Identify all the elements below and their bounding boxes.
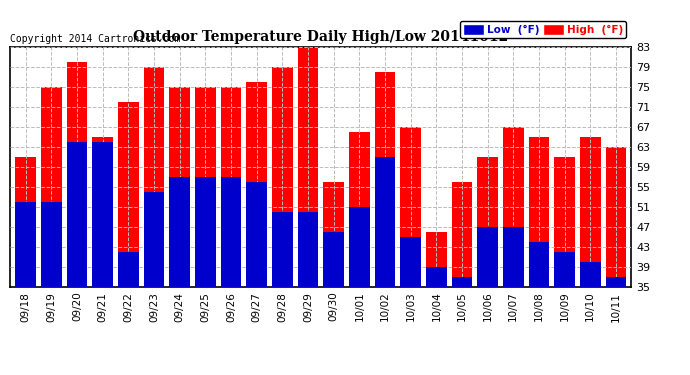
- Bar: [606, 147, 627, 375]
- Bar: [67, 142, 88, 375]
- Bar: [580, 262, 600, 375]
- Bar: [221, 87, 242, 375]
- Bar: [529, 137, 549, 375]
- Bar: [503, 127, 524, 375]
- Bar: [298, 42, 318, 375]
- Legend: Low  (°F), High  (°F): Low (°F), High (°F): [460, 21, 626, 38]
- Bar: [503, 227, 524, 375]
- Bar: [246, 82, 267, 375]
- Bar: [118, 102, 139, 375]
- Bar: [452, 277, 472, 375]
- Bar: [118, 252, 139, 375]
- Bar: [375, 72, 395, 375]
- Bar: [272, 67, 293, 375]
- Bar: [246, 182, 267, 375]
- Bar: [349, 132, 370, 375]
- Bar: [144, 192, 164, 375]
- Bar: [606, 277, 627, 375]
- Bar: [41, 87, 61, 375]
- Text: Copyright 2014 Cartronics.com: Copyright 2014 Cartronics.com: [10, 34, 181, 45]
- Bar: [41, 202, 61, 375]
- Bar: [554, 252, 575, 375]
- Title: Outdoor Temperature Daily High/Low 20141012: Outdoor Temperature Daily High/Low 20141…: [133, 30, 509, 44]
- Bar: [452, 182, 472, 375]
- Bar: [144, 67, 164, 375]
- Bar: [477, 157, 498, 375]
- Bar: [349, 207, 370, 375]
- Bar: [324, 182, 344, 375]
- Bar: [477, 227, 498, 375]
- Bar: [324, 232, 344, 375]
- Bar: [170, 177, 190, 375]
- Bar: [580, 137, 600, 375]
- Bar: [400, 237, 421, 375]
- Bar: [170, 87, 190, 375]
- Bar: [400, 127, 421, 375]
- Bar: [15, 202, 36, 375]
- Bar: [92, 137, 113, 375]
- Bar: [67, 62, 88, 375]
- Bar: [554, 157, 575, 375]
- Bar: [298, 212, 318, 375]
- Bar: [195, 87, 216, 375]
- Bar: [272, 212, 293, 375]
- Bar: [15, 157, 36, 375]
- Bar: [426, 267, 446, 375]
- Bar: [92, 142, 113, 375]
- Bar: [195, 177, 216, 375]
- Bar: [426, 232, 446, 375]
- Bar: [375, 157, 395, 375]
- Bar: [221, 177, 242, 375]
- Bar: [529, 242, 549, 375]
